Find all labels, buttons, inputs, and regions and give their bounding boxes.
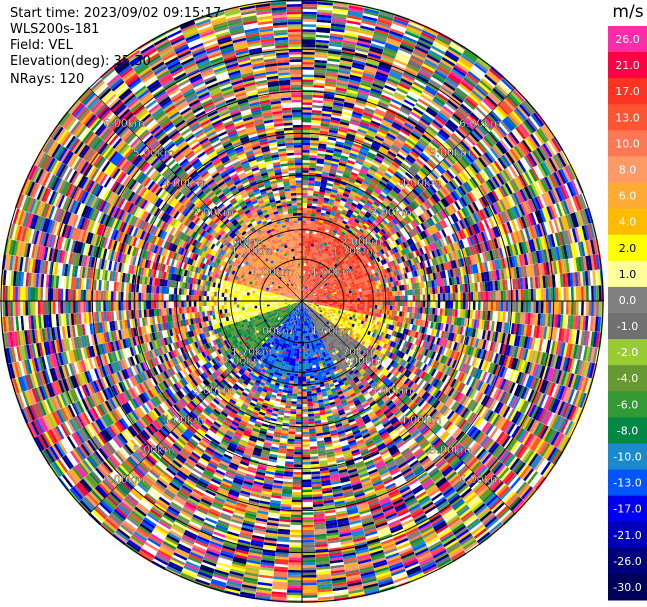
colorbar-tick-label: 10.0 (615, 137, 640, 150)
range-ring-label: 1.70km (231, 245, 273, 258)
colorbar-tick-label: -4.0 (617, 372, 638, 385)
colorbar-cell (608, 234, 647, 262)
velocity-gates-11 (5, 1, 601, 598)
elevation-label: Elevation(deg): 35.30 (10, 54, 151, 69)
colorbar-cell (608, 182, 647, 210)
range-ring-label: 5.00km (133, 443, 175, 456)
colorbar-tick-label: 8.0 (619, 164, 637, 177)
range-ring-label: 3.00km (370, 206, 412, 219)
colorbar-cells: 26.0 21.0 17.0 13.0 10.0 8.0 6.0 4.0 2.0 1.0 0.0 -1… (608, 26, 647, 601)
range-ring-label: 2.00km (222, 354, 264, 367)
colorbar-tick-label: 21.0 (615, 59, 640, 72)
colorbar-tick-label: 17.0 (615, 85, 640, 98)
colorbar-cell (608, 469, 647, 497)
colorbar-cell (608, 573, 647, 601)
colorbar-cell (608, 130, 647, 157)
range-ring-label: 6.00km (103, 117, 145, 130)
colorbar-tick-label: -17.0 (613, 503, 641, 516)
range-ring-label: 3.00km (192, 384, 234, 397)
field-label: Field: VEL (10, 38, 73, 53)
range-ring-labels: 1.00km 1.00km 1.00km 1.00km 1.70km 1.70km 1.70… (103, 117, 501, 486)
range-ring-label: 3.00km (370, 384, 412, 397)
colorbar-cell (608, 443, 647, 471)
start-time-label: Start time: 2023/09/02 09:15:17 (10, 6, 222, 21)
velocity-gates-12 (3, 3, 603, 592)
range-ring-label: 1.00km (311, 325, 353, 338)
colorbar-cell (608, 26, 647, 53)
range-ring-label: 1.00km (311, 265, 353, 278)
colorbar-tick-label: -1.0 (617, 320, 638, 333)
axis-line-3 (88, 87, 516, 515)
colorbar-tick-label: -8.0 (617, 424, 638, 437)
colorbar-tick-label: 0.0 (619, 294, 637, 307)
colorbar-tick-label: 26.0 (615, 33, 640, 46)
colorbar-tick-label: 13.0 (615, 111, 640, 124)
range-ring-label: 6.00km (459, 117, 501, 130)
colorbar-tick-label: 4.0 (619, 216, 637, 229)
range-ring-label: 5.00km (133, 147, 175, 160)
range-ring-label: 2.00km (341, 354, 383, 367)
range-ring-label: 1.70km (231, 345, 273, 358)
velocity-gates-17 (1, 2, 604, 592)
range-ring-label: 3.00km (192, 206, 234, 219)
colorbar-cell (608, 339, 647, 366)
colorbar-tick-label: -30.0 (613, 581, 641, 594)
colorbar-tick-label: 2.0 (619, 242, 637, 255)
colorbar-cell (608, 286, 647, 314)
colorbar-cell (608, 208, 647, 236)
nrays-label: NRays: 120 (10, 72, 85, 87)
colorbar-cell (608, 156, 647, 184)
ppi-scan-plot: 1.00km 1.00km 1.00km 1.00km 1.70km 1.70km 1.70… (0, 0, 604, 603)
colorbar-cell (608, 391, 647, 418)
colorbar-cell (608, 547, 647, 575)
range-ring-label: 1.00km (252, 265, 294, 278)
colorbar-tick-label: -21.0 (613, 529, 641, 542)
range-ring-label: 5.00km (430, 147, 472, 160)
range-ring-label: 6.00km (103, 473, 145, 486)
colorbar-tick-label: 1.0 (619, 268, 637, 281)
range-ring-label: 2.00km (341, 236, 383, 249)
scan-info: Start time: 2023/09/02 09:15:17 WLS200s-… (10, 6, 221, 88)
velocity-gates-9 (0, 0, 599, 592)
colorbar-tick-label: -13.0 (613, 477, 641, 490)
colorbar-tick-label: -10.0 (613, 451, 641, 464)
colorbar: m/s 26.0 21.0 17.0 13.0 10.0 8.0 6.0 4.0 2.0 1.0 0… (608, 2, 647, 601)
colorbar-tick-label: 6.0 (619, 190, 637, 203)
colorbar-cell (608, 260, 647, 288)
colorbar-cell (608, 365, 647, 392)
colorbar-cell (608, 52, 647, 79)
range-ring-label: 4.00km (163, 176, 205, 189)
colorbar-tick-label: -2.0 (617, 346, 638, 359)
colorbar-cell (608, 78, 647, 105)
range-ring-label: 6.00km (459, 473, 501, 486)
range-ring-label: 4.00km (163, 414, 205, 427)
range-ring-label: 2.00km (222, 236, 264, 249)
colorbar-cell (608, 313, 647, 340)
range-ring-label: 4.00km (400, 414, 442, 427)
colorbar-unit: m/s (612, 2, 643, 22)
instrument-label: WLS200s-181 (10, 22, 100, 37)
colorbar-tick-label: -26.0 (613, 555, 641, 568)
range-ring-label: 1.70km (332, 345, 374, 358)
range-ring-label: 1.70km (332, 245, 374, 258)
crosshair-axes (0, 0, 604, 603)
colorbar-cell (608, 104, 647, 131)
colorbar-cell (608, 521, 647, 549)
colorbar-cell (608, 495, 647, 523)
colorbar-cell (608, 417, 647, 444)
range-ring-label: 4.00km (400, 176, 442, 189)
range-ring-label: 5.00km (430, 443, 472, 456)
range-ring-label: 1.00km (252, 325, 294, 338)
colorbar-tick-label: -6.0 (617, 398, 638, 411)
